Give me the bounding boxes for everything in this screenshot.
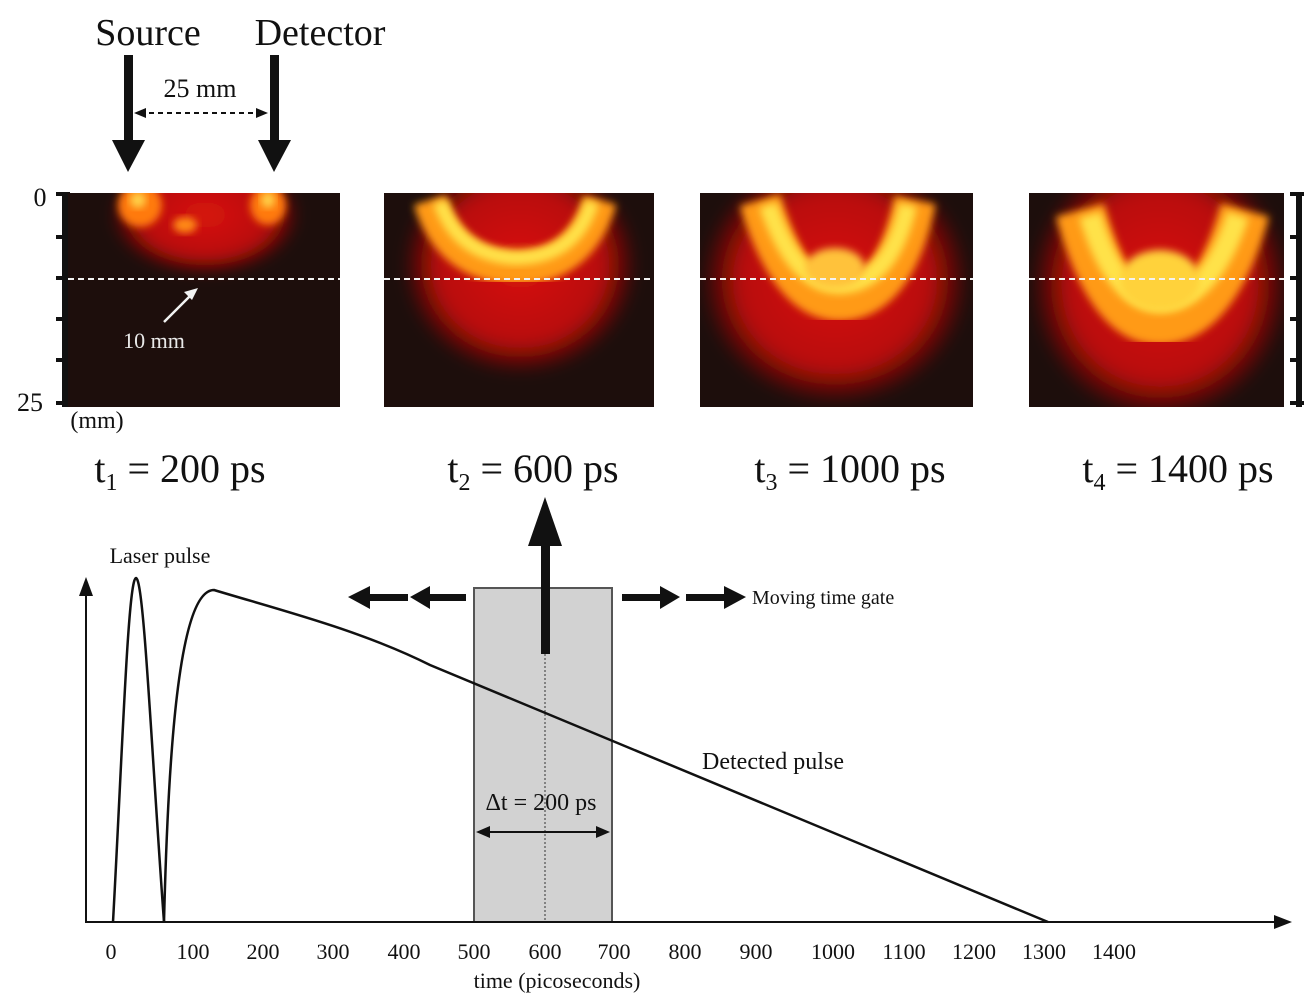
x-tick-label: 1000 [811, 939, 855, 964]
gate-width-label: Δt = 200 ps [486, 790, 597, 816]
x-tick-label: 900 [740, 939, 773, 964]
y-axis [79, 577, 93, 922]
panel-time-label-t4: t4 = 1400 ps [1082, 446, 1273, 496]
x-tick-labels: 0 100 200 300 400 500 600 700 800 900 10… [106, 939, 1137, 964]
depth-unit-label: (mm) [70, 408, 123, 434]
x-tick-label: 0 [106, 939, 117, 964]
x-axis [85, 915, 1292, 929]
laser-pulse-label: Laser pulse [110, 543, 211, 568]
depth-bottom-label: 25 [17, 388, 43, 417]
gate-depth-label: 10 mm [123, 328, 185, 353]
separation-label: 25 mm [164, 74, 237, 103]
source-label: Source [95, 12, 201, 54]
x-tick-label: 500 [458, 939, 491, 964]
gate-move-left-arrows [348, 586, 466, 609]
gate-move-right-arrows [622, 586, 746, 609]
depth-axis-left [56, 192, 70, 407]
image-panel-t2 [384, 193, 654, 407]
x-tick-label: 600 [529, 939, 562, 964]
moving-gate-label: Moving time gate [752, 587, 894, 609]
x-axis-title: time (picoseconds) [474, 968, 641, 993]
x-tick-label: 800 [669, 939, 702, 964]
detector-label: Detector [255, 12, 386, 54]
depth-top-label: 0 [34, 183, 47, 212]
x-tick-label: 100 [177, 939, 210, 964]
panel-time-label-t2: t2 = 600 ps [447, 446, 618, 496]
gate-width-arrow [476, 826, 610, 838]
gate-to-image-arrow [528, 497, 562, 654]
x-tick-label: 1300 [1022, 939, 1066, 964]
detector-arrow [258, 55, 291, 172]
detected-pulse-label: Detected pulse [702, 749, 844, 775]
x-tick-label: 1200 [952, 939, 996, 964]
panel-time-label-t3: t3 = 1000 ps [754, 446, 945, 496]
x-tick-label: 400 [388, 939, 421, 964]
x-tick-label: 1100 [882, 939, 925, 964]
panel-time-label-t1: t1 = 200 ps [94, 446, 265, 496]
image-panel-t1: 10 mm [68, 193, 340, 407]
source-arrow [112, 55, 145, 172]
x-tick-label: 200 [247, 939, 280, 964]
x-tick-label: 700 [598, 939, 631, 964]
laser-pulse-curve [111, 576, 166, 923]
image-panel-t3 [700, 193, 973, 407]
depth-axis-right [1290, 192, 1304, 407]
detected-pulse-curve [162, 588, 1049, 924]
x-tick-label: 300 [317, 939, 350, 964]
separation-arrow [134, 108, 268, 118]
x-tick-label: 1400 [1092, 939, 1136, 964]
image-panel-t4 [1029, 193, 1284, 407]
